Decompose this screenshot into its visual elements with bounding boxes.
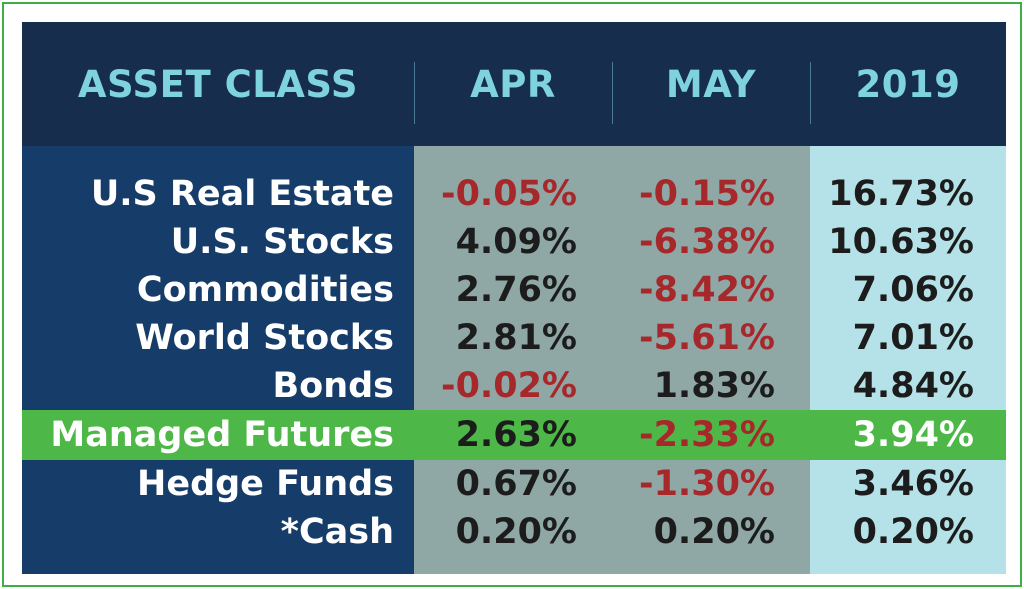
table-row: Commodities 2.76% -8.42% 7.06% <box>22 266 1006 314</box>
returns-table: ASSET CLASS APR MAY 2019 U.S Real Estate… <box>22 22 1006 574</box>
asset-class-label: Bonds <box>272 366 394 406</box>
apr-value: -0.02% <box>441 366 577 406</box>
may-value: -0.15% <box>639 174 775 214</box>
highlighted-table-row: Managed Futures 2.63% -2.33% 3.94% <box>22 410 1006 460</box>
may-value: -1.30% <box>639 464 775 504</box>
label-column-bg <box>22 146 414 574</box>
apr-value: 0.67% <box>455 464 577 504</box>
apr-value: -0.05% <box>441 174 577 214</box>
apr-value: 2.63% <box>455 415 577 455</box>
ytd-value: 3.46% <box>852 464 974 504</box>
table-row: World Stocks 2.81% -5.61% 7.01% <box>22 314 1006 362</box>
header-divider <box>414 62 415 124</box>
header-row <box>22 22 1006 146</box>
header-may: MAY <box>665 62 757 106</box>
may-value: -2.33% <box>639 415 775 455</box>
apr-may-column-bg <box>414 146 810 574</box>
asset-class-label: U.S. Stocks <box>170 222 394 262</box>
may-value: -8.42% <box>639 270 775 310</box>
ytd-value: 4.84% <box>852 366 974 406</box>
table-row: *Cash 0.20% 0.20% 0.20% <box>22 508 1006 556</box>
header-asset-class: ASSET CLASS <box>77 62 359 106</box>
asset-class-label: World Stocks <box>135 318 394 358</box>
ytd-value: 3.94% <box>852 415 974 455</box>
table-row: U.S Real Estate -0.05% -0.15% 16.73% <box>22 170 1006 218</box>
apr-value: 2.76% <box>455 270 577 310</box>
apr-value: 4.09% <box>455 222 577 262</box>
asset-class-label: *Cash <box>280 512 394 552</box>
asset-class-label: Commodities <box>136 270 394 310</box>
ytd-value: 7.06% <box>852 270 974 310</box>
apr-value: 2.81% <box>455 318 577 358</box>
asset-class-label: Hedge Funds <box>137 464 394 504</box>
may-value: 1.83% <box>653 366 775 406</box>
apr-value: 0.20% <box>455 512 577 552</box>
header-divider <box>810 62 811 124</box>
header-apr: APR <box>470 62 556 106</box>
ytd-column-bg <box>810 146 1006 574</box>
table-row: U.S. Stocks 4.09% -6.38% 10.63% <box>22 218 1006 266</box>
ytd-value: 16.73% <box>828 174 974 214</box>
ytd-value: 0.20% <box>852 512 974 552</box>
may-value: -6.38% <box>639 222 775 262</box>
table-row: Bonds -0.02% 1.83% 4.84% <box>22 362 1006 410</box>
ytd-value: 7.01% <box>852 318 974 358</box>
ytd-value: 10.63% <box>828 222 974 262</box>
may-value: 0.20% <box>653 512 775 552</box>
table-row: Hedge Funds 0.67% -1.30% 3.46% <box>22 460 1006 508</box>
asset-class-label: Managed Futures <box>50 415 394 455</box>
header-divider <box>612 62 613 124</box>
header-2019: 2019 <box>855 62 961 106</box>
may-value: -5.61% <box>639 318 775 358</box>
asset-class-label: U.S Real Estate <box>90 174 394 214</box>
